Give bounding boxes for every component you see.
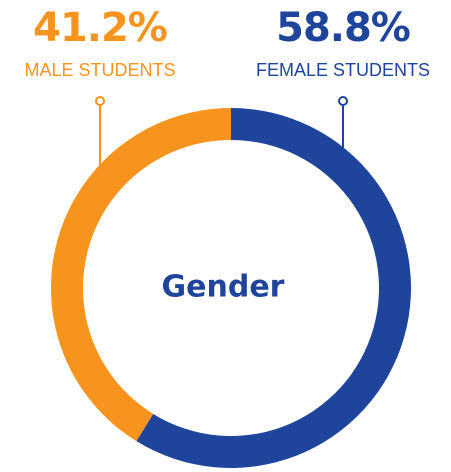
center-label: Gender	[162, 270, 285, 305]
value-label: 58.8%	[276, 5, 410, 51]
value-label: 41.2%	[33, 5, 167, 51]
category-label: FEMALE STUDENTS	[256, 60, 430, 80]
category-label: MALE STUDENTS	[24, 60, 175, 80]
leader-dot	[338, 96, 348, 106]
pie-slice	[51, 108, 231, 442]
pie-slice	[136, 108, 412, 468]
leader-dot	[95, 96, 105, 106]
